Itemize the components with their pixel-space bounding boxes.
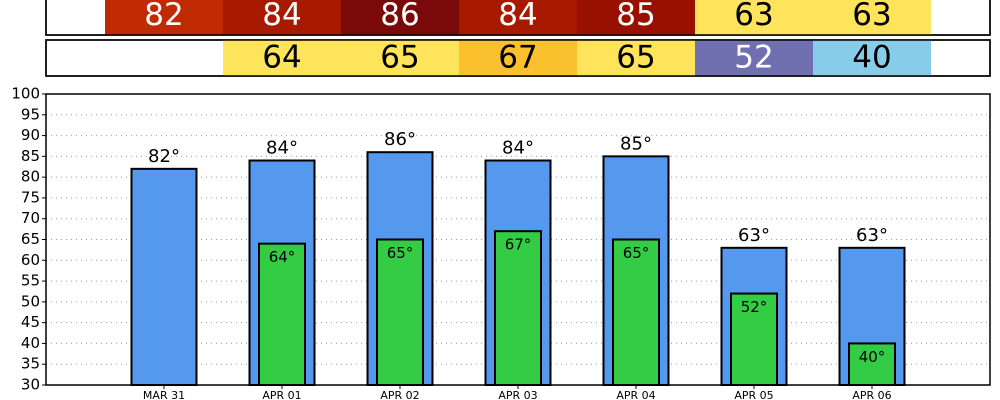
value-label: 64° bbox=[269, 248, 296, 266]
y-tick-label: 95 bbox=[21, 105, 40, 123]
high-strip-border bbox=[45, 0, 991, 36]
strip-cell bbox=[459, 40, 577, 76]
y-tick-label: 90 bbox=[21, 126, 40, 144]
x-tick-label: APR 04 bbox=[616, 389, 655, 400]
strip-value: 65 bbox=[616, 40, 655, 76]
y-tick-label: 100 bbox=[11, 85, 40, 103]
strip-cell bbox=[813, 0, 931, 35]
value-label: 65° bbox=[623, 244, 650, 262]
strip-cell bbox=[341, 40, 459, 76]
y-tick-label: 65 bbox=[21, 230, 40, 248]
bar bbox=[848, 342, 896, 386]
strip-cell bbox=[577, 0, 695, 35]
bar bbox=[494, 230, 542, 386]
x-tick-label: APR 05 bbox=[734, 389, 773, 400]
strip-value: 65 bbox=[380, 40, 419, 76]
y-tick-label: 35 bbox=[21, 355, 40, 373]
value-label: 63° bbox=[738, 225, 770, 246]
value-label: 82° bbox=[148, 146, 180, 167]
strip-value: 63 bbox=[852, 0, 891, 33]
y-tick-label: 55 bbox=[21, 272, 40, 290]
strip-cell bbox=[695, 0, 813, 35]
strip-value: 52 bbox=[734, 40, 773, 76]
value-label: 67° bbox=[505, 236, 532, 254]
x-tick-label: APR 06 bbox=[852, 389, 891, 400]
y-tick-label: 45 bbox=[21, 313, 40, 331]
bar bbox=[258, 242, 306, 386]
strip-cell bbox=[813, 40, 931, 76]
strip-cell bbox=[695, 40, 813, 76]
x-tick-label: APR 03 bbox=[498, 389, 537, 400]
strip-value: 82 bbox=[144, 0, 183, 33]
strip-value: 64 bbox=[262, 40, 301, 76]
bar bbox=[612, 238, 660, 386]
low-strip-border bbox=[45, 39, 991, 77]
y-tick-label: 80 bbox=[21, 168, 40, 186]
y-tick-label: 75 bbox=[21, 188, 40, 206]
y-tick-label: 50 bbox=[21, 292, 40, 310]
value-label: 40° bbox=[859, 348, 886, 366]
bar bbox=[730, 292, 778, 386]
strip-cell bbox=[105, 0, 223, 35]
strip-cell bbox=[223, 40, 341, 76]
value-label: 84° bbox=[502, 138, 534, 159]
x-tick-label: APR 01 bbox=[262, 389, 301, 400]
value-label: 84° bbox=[266, 138, 298, 159]
strip-value: 86 bbox=[380, 0, 419, 33]
y-tick-label: 30 bbox=[21, 376, 40, 394]
bar bbox=[130, 167, 198, 386]
strip-value: 84 bbox=[498, 0, 537, 33]
value-label: 52° bbox=[741, 298, 768, 316]
strip-cell bbox=[341, 0, 459, 35]
x-tick-label: APR 02 bbox=[380, 389, 419, 400]
y-tick-label: 85 bbox=[21, 147, 40, 165]
strip-value: 63 bbox=[734, 0, 773, 33]
strip-cell bbox=[223, 0, 341, 35]
value-label: 65° bbox=[387, 244, 414, 262]
y-tick-label: 70 bbox=[21, 209, 40, 227]
value-label: 85° bbox=[620, 133, 652, 154]
strip-value: 84 bbox=[262, 0, 301, 33]
value-label: 86° bbox=[384, 129, 416, 150]
strip-cell bbox=[577, 40, 695, 76]
bar bbox=[376, 238, 424, 386]
y-tick-label: 40 bbox=[21, 334, 40, 352]
value-label: 63° bbox=[856, 225, 888, 246]
strip-value: 85 bbox=[616, 0, 655, 33]
x-tick-label: MAR 31 bbox=[143, 389, 185, 400]
strip-cell bbox=[459, 0, 577, 35]
y-tick-label: 60 bbox=[21, 251, 40, 269]
strip-value: 40 bbox=[852, 40, 891, 76]
strip-value: 67 bbox=[498, 40, 537, 76]
